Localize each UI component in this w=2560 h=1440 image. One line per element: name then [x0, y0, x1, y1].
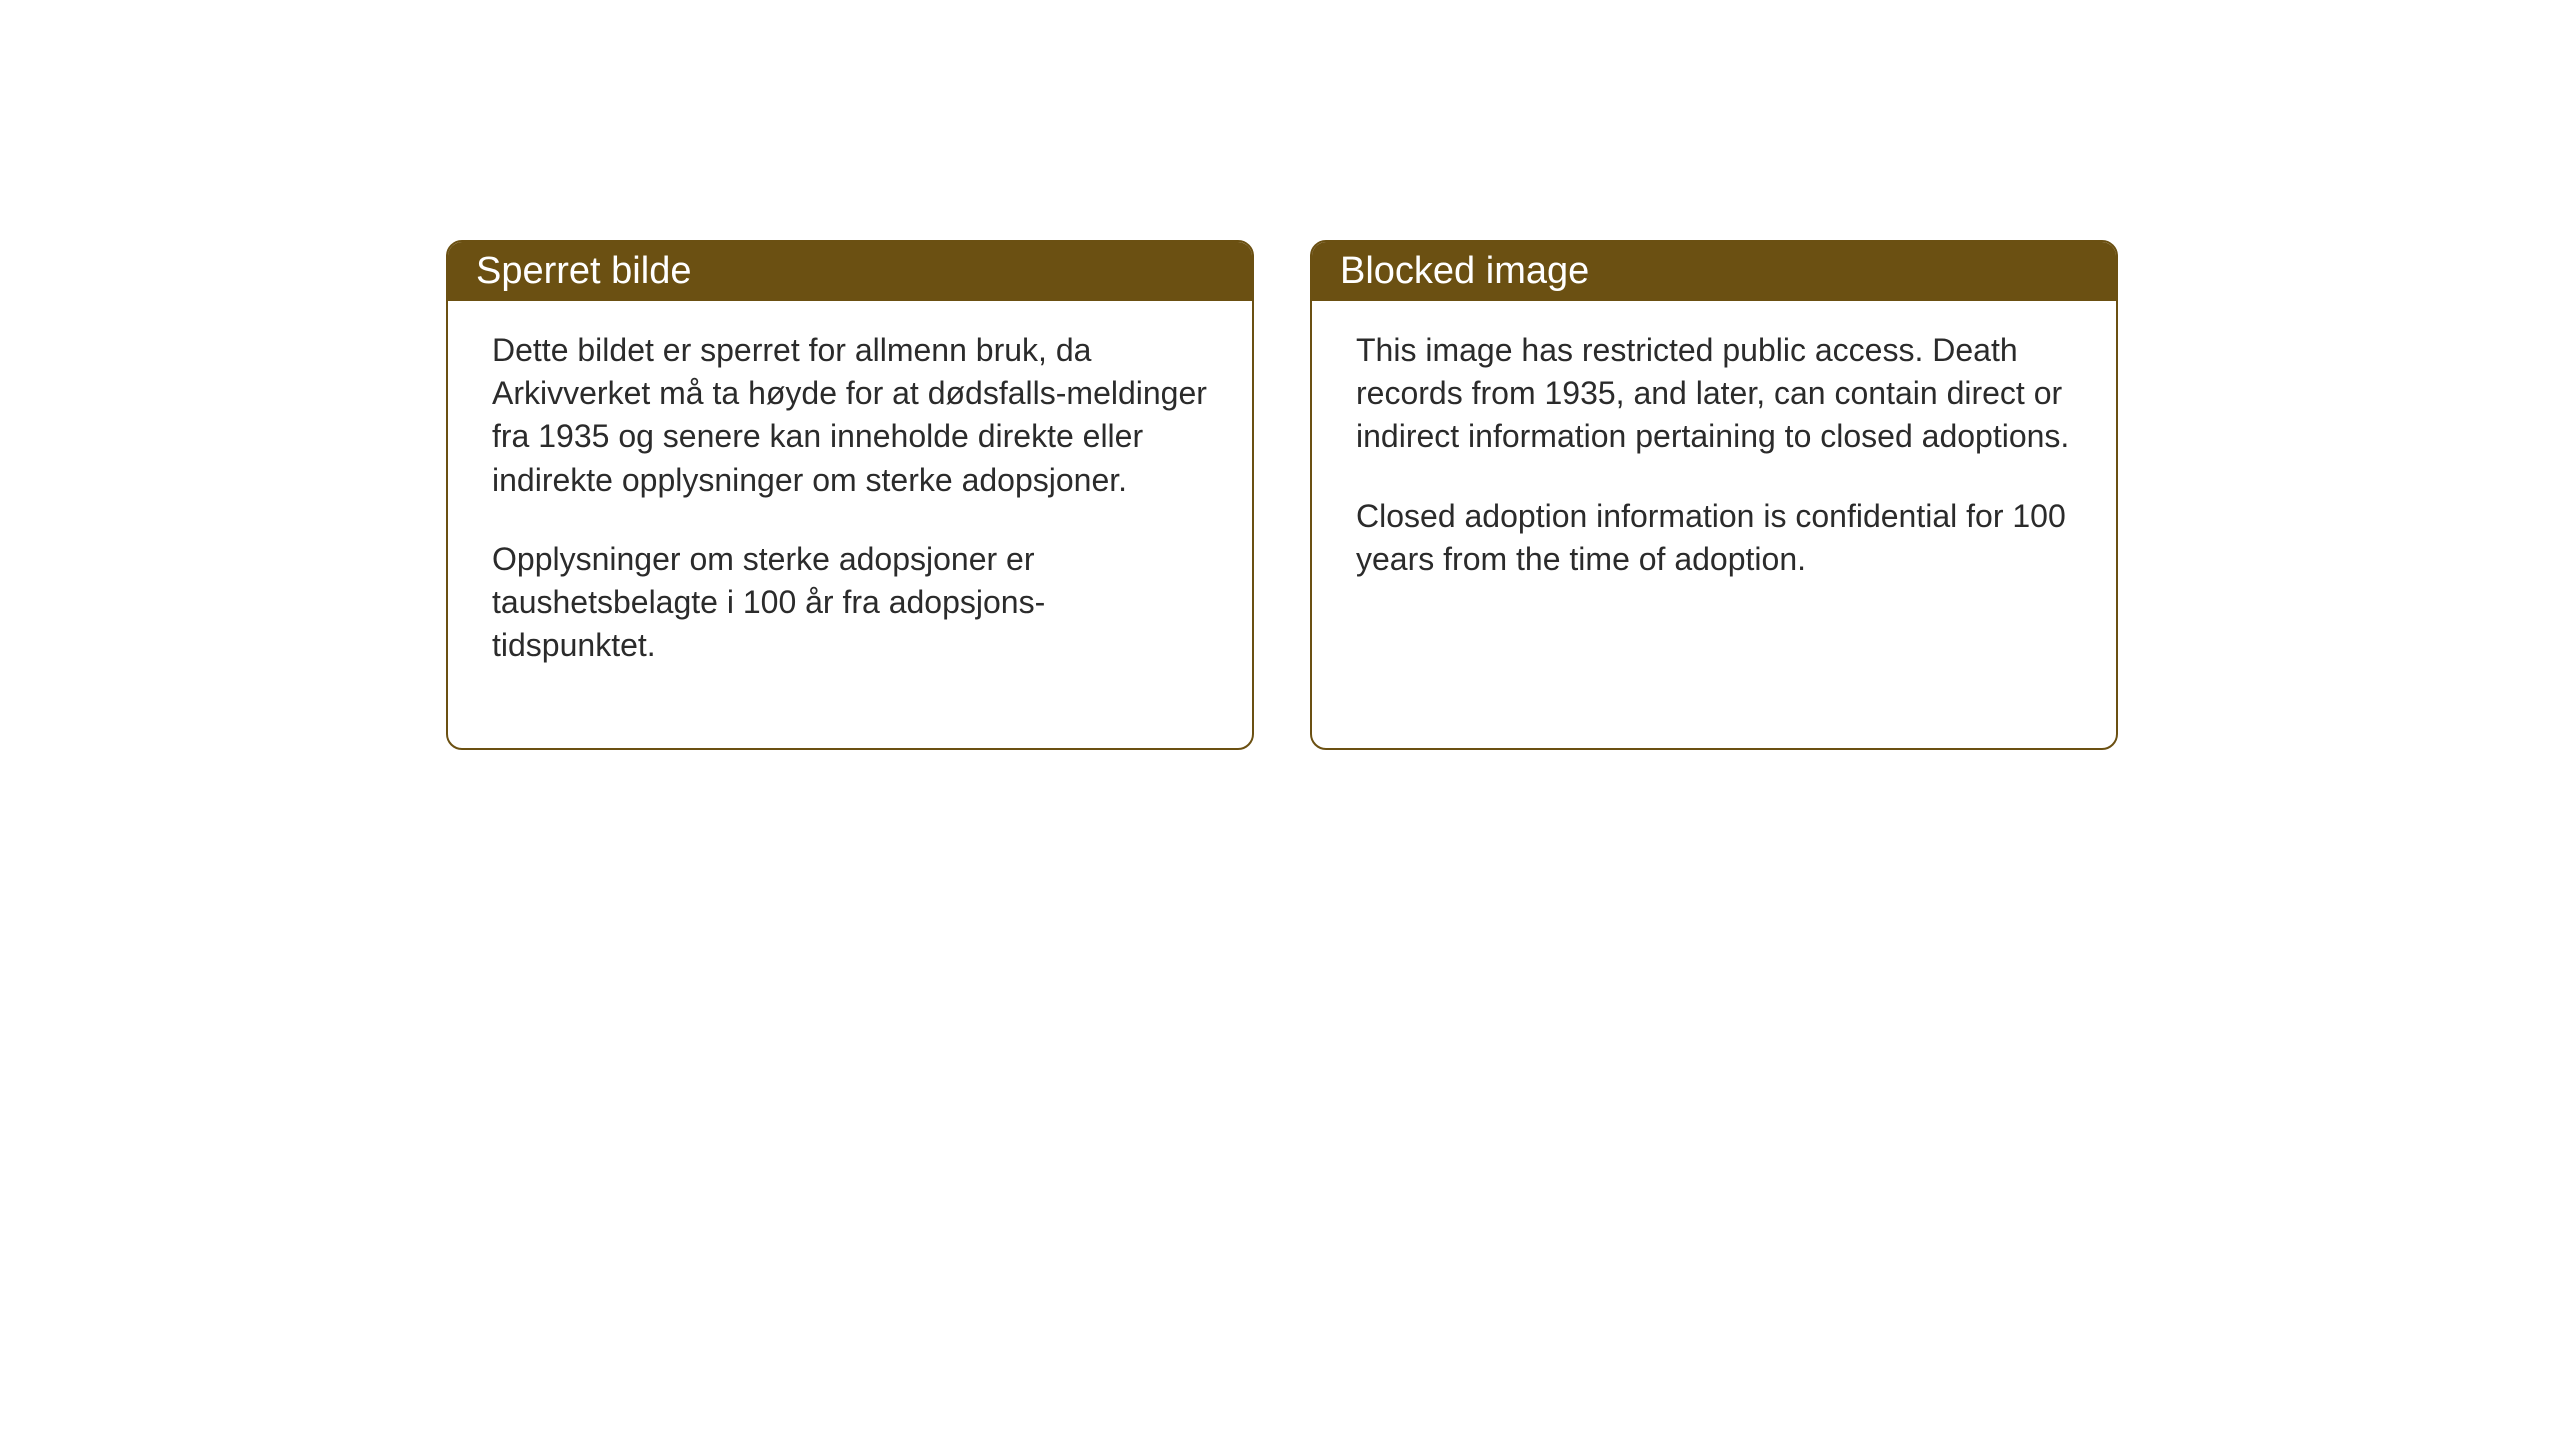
norwegian-paragraph-2: Opplysninger om sterke adopsjoner er tau…	[492, 538, 1208, 668]
norwegian-notice-card: Sperret bilde Dette bildet er sperret fo…	[446, 240, 1254, 750]
english-notice-card: Blocked image This image has restricted …	[1310, 240, 2118, 750]
english-notice-body: This image has restricted public access.…	[1312, 301, 2116, 617]
norwegian-notice-body: Dette bildet er sperret for allmenn bruk…	[448, 301, 1252, 703]
english-notice-title: Blocked image	[1312, 242, 2116, 301]
norwegian-paragraph-1: Dette bildet er sperret for allmenn bruk…	[492, 329, 1208, 502]
norwegian-notice-title: Sperret bilde	[448, 242, 1252, 301]
notice-container: Sperret bilde Dette bildet er sperret fo…	[446, 240, 2118, 750]
english-paragraph-1: This image has restricted public access.…	[1356, 329, 2072, 459]
english-paragraph-2: Closed adoption information is confident…	[1356, 495, 2072, 581]
